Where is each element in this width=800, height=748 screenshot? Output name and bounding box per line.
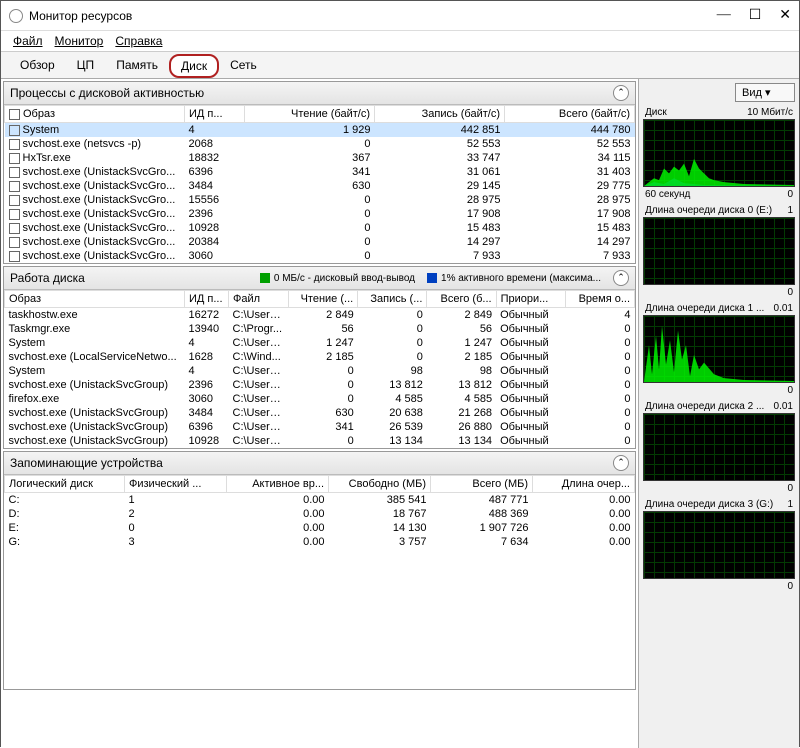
col-image[interactable]: Образ xyxy=(5,291,185,308)
disk-work-table: Образ ИД п... Файл Чтение (... Запись (.… xyxy=(4,290,635,448)
table-row[interactable]: D:20.0018 767488 3690.00 xyxy=(5,507,635,521)
disk-activity-table: Образ ИД п... Чтение (байт/с) Запись (ба… xyxy=(4,105,635,263)
col-read[interactable]: Чтение (... xyxy=(289,291,358,308)
active-indicator-icon xyxy=(427,273,437,283)
table-row[interactable]: C:10.00385 541487 7710.00 xyxy=(5,493,635,508)
graph-title: Длина очереди диска 2 ... xyxy=(645,401,764,412)
graph xyxy=(643,315,795,383)
graph-title: Диск xyxy=(645,107,667,118)
tab-overview[interactable]: Обзор xyxy=(9,54,66,78)
tabs: Обзор ЦП Память Диск Сеть xyxy=(1,52,799,79)
storage-panel: Запоминающие устройства ⌃ Логический дис… xyxy=(3,451,636,690)
graph-scale: 0.01 xyxy=(774,401,793,412)
minimize-button[interactable]: — xyxy=(717,7,731,24)
col-write[interactable]: Запись (байт/с) xyxy=(375,106,505,123)
table-row[interactable]: svchost.exe (UnistackSvcGro...348463029 … xyxy=(5,179,635,193)
col-file[interactable]: Файл xyxy=(229,291,289,308)
col-pid[interactable]: ИД п... xyxy=(185,106,245,123)
col-physical[interactable]: Физический ... xyxy=(125,476,227,493)
app-icon xyxy=(9,9,23,23)
col-resp[interactable]: Время о... xyxy=(565,291,634,308)
col-pid[interactable]: ИД п... xyxy=(185,291,229,308)
table-row[interactable]: svchost.exe (UnistackSvcGroup)10928C:\Us… xyxy=(5,434,635,448)
graph-title: Длина очереди диска 1 ... xyxy=(645,303,764,314)
view-button[interactable]: Вид ▾ xyxy=(735,83,795,102)
tab-cpu[interactable]: ЦП xyxy=(66,54,106,78)
col-active[interactable]: Активное вр... xyxy=(227,476,329,493)
table-row[interactable]: E:00.0014 1301 907 7260.00 xyxy=(5,521,635,535)
graphs-sidebar: Вид ▾ Диск10 Мбит/с 60 секунд0 Длина оче… xyxy=(639,79,799,748)
graph-scale: 0.01 xyxy=(774,303,793,314)
panel-title: Запоминающие устройства xyxy=(10,456,613,470)
collapse-icon[interactable]: ⌃ xyxy=(613,85,629,101)
graph-scale: 10 Мбит/с xyxy=(747,107,793,118)
table-row[interactable]: System41 929442 851444 780 xyxy=(5,123,635,138)
table-row[interactable]: svchost.exe (UnistackSvcGroup)6396C:\Use… xyxy=(5,420,635,434)
tab-disk[interactable]: Диск xyxy=(169,54,219,78)
menu-file[interactable]: Файл xyxy=(13,34,43,48)
collapse-icon[interactable]: ⌃ xyxy=(613,455,629,471)
tab-network[interactable]: Сеть xyxy=(219,54,268,78)
graph-title: Длина очереди диска 0 (E:) xyxy=(645,205,772,216)
table-row[interactable]: Taskmgr.exe13940C:\Progr...56056Обычный0 xyxy=(5,322,635,336)
table-row[interactable]: svchost.exe (LocalServiceNetwo...1628C:\… xyxy=(5,350,635,364)
col-queue[interactable]: Длина очер... xyxy=(533,476,635,493)
col-total[interactable]: Всего (б... xyxy=(427,291,496,308)
table-row[interactable]: svchost.exe (UnistackSvcGro...2396017 90… xyxy=(5,207,635,221)
graph-scale: 1 xyxy=(787,499,793,510)
table-row[interactable]: svchost.exe (UnistackSvcGroup)2396C:\Use… xyxy=(5,378,635,392)
graph xyxy=(643,511,795,579)
graph-title: Длина очереди диска 3 (G:) xyxy=(645,499,773,510)
table-row[interactable]: svchost.exe (UnistackSvcGro...20384014 2… xyxy=(5,235,635,249)
maximize-button[interactable]: ☐ xyxy=(749,7,762,24)
graph xyxy=(643,217,795,285)
table-row[interactable]: svchost.exe (netsvcs -p)2068052 55352 55… xyxy=(5,137,635,151)
col-free[interactable]: Свободно (МБ) xyxy=(329,476,431,493)
graph xyxy=(643,413,795,481)
graph xyxy=(643,119,795,187)
col-read[interactable]: Чтение (байт/с) xyxy=(245,106,375,123)
io-indicator-icon xyxy=(260,273,270,283)
table-row[interactable]: svchost.exe (UnistackSvcGro...306007 933… xyxy=(5,249,635,263)
table-row[interactable]: svchost.exe (UnistackSvcGro...15556028 9… xyxy=(5,193,635,207)
table-row[interactable]: svchost.exe (UnistackSvcGroup)3484C:\Use… xyxy=(5,406,635,420)
table-row[interactable]: G:30.003 7577 6340.00 xyxy=(5,535,635,549)
table-row[interactable]: firefox.exe3060C:\Users\...04 5854 585Об… xyxy=(5,392,635,406)
col-image[interactable]: Образ xyxy=(5,106,185,123)
table-row[interactable]: taskhostw.exe16272C:\Users\...2 84902 84… xyxy=(5,308,635,323)
storage-table: Логический диск Физический ... Активное … xyxy=(4,475,635,549)
table-row[interactable]: svchost.exe (UnistackSvcGro...639634131 … xyxy=(5,165,635,179)
menu-monitor[interactable]: Монитор xyxy=(55,34,104,48)
titlebar: Монитор ресурсов — ☐ ✕ xyxy=(1,1,799,31)
close-button[interactable]: ✕ xyxy=(779,7,791,24)
col-total[interactable]: Всего (МБ) xyxy=(431,476,533,493)
graph-scale: 1 xyxy=(787,205,793,216)
col-priority[interactable]: Приори... xyxy=(496,291,565,308)
table-row[interactable]: System4C:\Users\...09898Обычный0 xyxy=(5,364,635,378)
panel-title: Работа диска xyxy=(10,271,260,285)
col-write[interactable]: Запись (... xyxy=(358,291,427,308)
menubar: Файл Монитор Справка xyxy=(1,31,799,52)
tab-memory[interactable]: Память xyxy=(105,54,169,78)
menu-help[interactable]: Справка xyxy=(115,34,162,48)
col-logical[interactable]: Логический диск xyxy=(5,476,125,493)
table-row[interactable]: HxTsr.exe1883236733 74734 115 xyxy=(5,151,635,165)
disk-activity-panel: Процессы с дисковой активностью ⌃ Образ … xyxy=(3,81,636,264)
window-title: Монитор ресурсов xyxy=(29,9,717,23)
col-total[interactable]: Всего (байт/с) xyxy=(505,106,635,123)
collapse-icon[interactable]: ⌃ xyxy=(613,270,629,286)
disk-work-panel: Работа диска 0 МБ/с - дисковый ввод-выво… xyxy=(3,266,636,449)
table-row[interactable]: System4C:\Users\...1 24701 247Обычный0 xyxy=(5,336,635,350)
panel-title: Процессы с дисковой активностью xyxy=(10,86,613,100)
table-row[interactable]: svchost.exe (UnistackSvcGro...10928015 4… xyxy=(5,221,635,235)
